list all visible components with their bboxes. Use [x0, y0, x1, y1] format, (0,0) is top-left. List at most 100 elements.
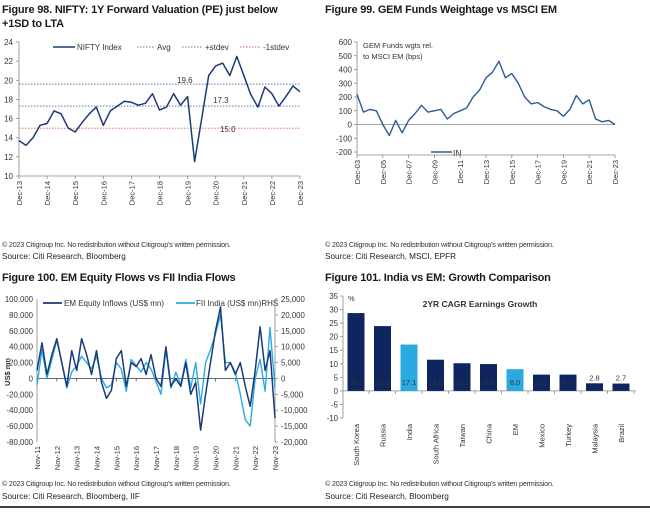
fig101-bar-label-south-africa: 11.5 — [428, 378, 442, 387]
fig101-bar-turkey — [559, 374, 577, 391]
fig101-category-label-mexico: Mexico — [538, 424, 547, 448]
fig100-ytick-label: -20,000 — [7, 390, 34, 399]
fig98-xtick-label: Dec-13 — [15, 181, 24, 205]
fig100-y2tick-label: 5,000 — [281, 359, 301, 368]
fig100-xtick-label: Nov-12 — [53, 446, 62, 470]
fig101-copyright: © 2023 Citigroup Inc. No redistribution … — [325, 479, 554, 488]
fig101-category-label-russia: Russia — [379, 423, 388, 447]
fig99-xtick-label: Dec-19 — [559, 160, 568, 184]
fig100-series-em-equity — [36, 306, 276, 431]
fig101-category-label-south-africa: South Africa — [432, 423, 441, 464]
fig100-y2tick-label: -15,000 — [281, 422, 308, 431]
fig99-ytick-label: 500 — [339, 52, 353, 61]
bottom-rule — [0, 506, 650, 508]
fig100-y2tick-label: 20,000 — [281, 311, 306, 320]
fig98-xtick-label: Dec-14 — [43, 181, 52, 205]
fig98-title-line1: Figure 98. NIFTY: 1Y Forward Valuation (… — [2, 4, 278, 16]
fig99-ytick-label: 200 — [339, 93, 353, 102]
fig100-ytick-label: -60,000 — [7, 422, 34, 431]
fig101-title: Figure 101. India vs EM: Growth Comparis… — [325, 272, 551, 284]
fig100-ytick-label: -40,000 — [7, 406, 34, 415]
fig98-title-line2: +1SD to LTA — [2, 18, 64, 30]
fig100-ytick-label: 60,000 — [9, 327, 34, 336]
fig100-ytick-label: 40,000 — [9, 343, 34, 352]
fig100-source: Source: Citi Research, Bloomberg, IIF — [2, 492, 140, 501]
fig100-series-fii-india — [36, 314, 276, 427]
fig100-xtick-label: Nov-13 — [73, 446, 82, 470]
fig101-ytick-label: -10 — [327, 414, 339, 423]
fig101-bar-em — [506, 369, 524, 391]
fig101-category-label-turkey: Turkey — [564, 424, 573, 447]
fig101-ytick-label: -5 — [331, 400, 339, 409]
fig98-label-avg: 17.3 — [213, 96, 229, 105]
fig100-y2tick-label: -20,000 — [281, 438, 308, 447]
fig98-label-minus-stdev: 15.0 — [220, 125, 236, 134]
fig98-xtick-label: Dec-15 — [71, 181, 80, 205]
fig99-legend-in: IN — [453, 148, 462, 158]
fig99-ytick-label: -100 — [336, 134, 353, 143]
fig101-ytick-label: 5 — [334, 373, 339, 382]
fig101-ylabel: % — [348, 294, 355, 303]
fig98-label-plus-stdev: 19.6 — [177, 76, 193, 85]
fig99-xtick-label: Dec-23 — [611, 160, 620, 184]
fig99-series-in — [356, 60, 616, 137]
fig100-y2tick-label: -5,000 — [281, 390, 304, 399]
fig99-xtick-label: Dec-07 — [405, 160, 414, 184]
fig99-xtick-label: Dec-15 — [508, 160, 517, 184]
fig100-ytick-label: 80,000 — [9, 311, 34, 320]
fig98-xtick-label: Dec-21 — [240, 181, 249, 205]
fig101-bar-label-china: 9.9 — [483, 378, 493, 387]
fig100-ytick-label: 0 — [29, 374, 34, 383]
fig101-bar-malaysia — [586, 383, 603, 391]
fig98-ytick-label: 22 — [4, 57, 13, 66]
fig101-source: Source: Citi Research, Bloomberg — [325, 492, 449, 501]
fig101-category-label-brazil: Brazil — [617, 424, 626, 443]
fig101-bar-label-malaysia: 2.8 — [589, 373, 599, 382]
fig99-ytick-label: 300 — [339, 79, 353, 88]
fig101-bar-label-brazil: 2.7 — [616, 374, 626, 383]
fig100-xtick-label: Nov-19 — [192, 446, 201, 470]
fig101-bar-south-africa — [427, 359, 444, 391]
fig101-bar-mexico — [533, 374, 550, 391]
fig101-bar-china — [480, 364, 497, 391]
fig98-series-nifty — [18, 55, 301, 163]
fig99-xtick-label: Dec-13 — [482, 160, 491, 184]
fig100-y2tick-label: 25,000 — [281, 295, 306, 304]
fig99-title: Figure 99. GEM Funds Weightage vs MSCI E… — [325, 4, 557, 16]
fig100-xtick-label: Nov-22 — [251, 446, 260, 470]
fig100-xtick-label: Nov-11 — [33, 446, 42, 470]
fig101-category-label-china: China — [485, 423, 494, 443]
fig101-category-label-india: India — [405, 423, 414, 440]
fig101-bar-brazil — [612, 383, 630, 391]
fig100-y2tick-label: 10,000 — [281, 343, 306, 352]
fig99-copyright: © 2023 Citigroup Inc. No redistribution … — [325, 240, 554, 249]
fig100-ytick-label: 100,000 — [5, 295, 34, 304]
fig101-chart-title: 2YR CAGR Earnings Growth — [423, 299, 538, 309]
fig100-xtick-label: Nov-16 — [132, 446, 141, 470]
fig101-category-label-taiwan: Taiwan — [458, 424, 467, 447]
fig100-xtick-label: Nov-17 — [152, 446, 161, 470]
fig101-bar-label-turkey: 6.0 — [563, 379, 573, 388]
fig101-ytick-label: 10 — [329, 360, 338, 369]
fig100-xtick-label: Nov-14 — [93, 446, 102, 470]
fig99-xtick-label: Dec-11 — [456, 160, 465, 184]
fig101-ytick-label: 20 — [329, 333, 338, 342]
fig100-title: Figure 100. EM Equity Flows vs FII India… — [2, 272, 236, 284]
fig99-ytick-label: -200 — [336, 148, 353, 157]
fig98-xtick-label: Dec-20 — [212, 181, 221, 205]
fig98-xtick-label: Dec-23 — [296, 181, 305, 205]
fig101-category-label-malaysia: Malaysia — [591, 423, 600, 453]
fig98-legend-nifty: NIFTY Index — [77, 43, 122, 52]
fig99-annotation-1: GEM Funds wgts rel. — [363, 41, 433, 50]
fig100-xtick-label: Nov-23 — [271, 446, 280, 470]
fig100-xtick-label: Nov-15 — [112, 446, 121, 470]
fig101-bar-label-em: 8.0 — [510, 378, 520, 387]
fig100-legend-fii: FII India (US$ mn)RHS — [196, 299, 278, 308]
fig99-ytick-label: 0 — [348, 121, 353, 130]
fig99-source: Source: Citi Research, MSCI, EPFR — [325, 252, 457, 261]
fig101-bar-label-mexico: 6.0 — [536, 379, 546, 388]
fig100-xtick-label: Nov-21 — [231, 446, 240, 470]
fig99-annotation-2: to MSCI EM (bps) — [363, 52, 423, 61]
fig101-category-label-em: EM — [511, 424, 520, 435]
fig98-ytick-label: 12 — [4, 153, 13, 162]
